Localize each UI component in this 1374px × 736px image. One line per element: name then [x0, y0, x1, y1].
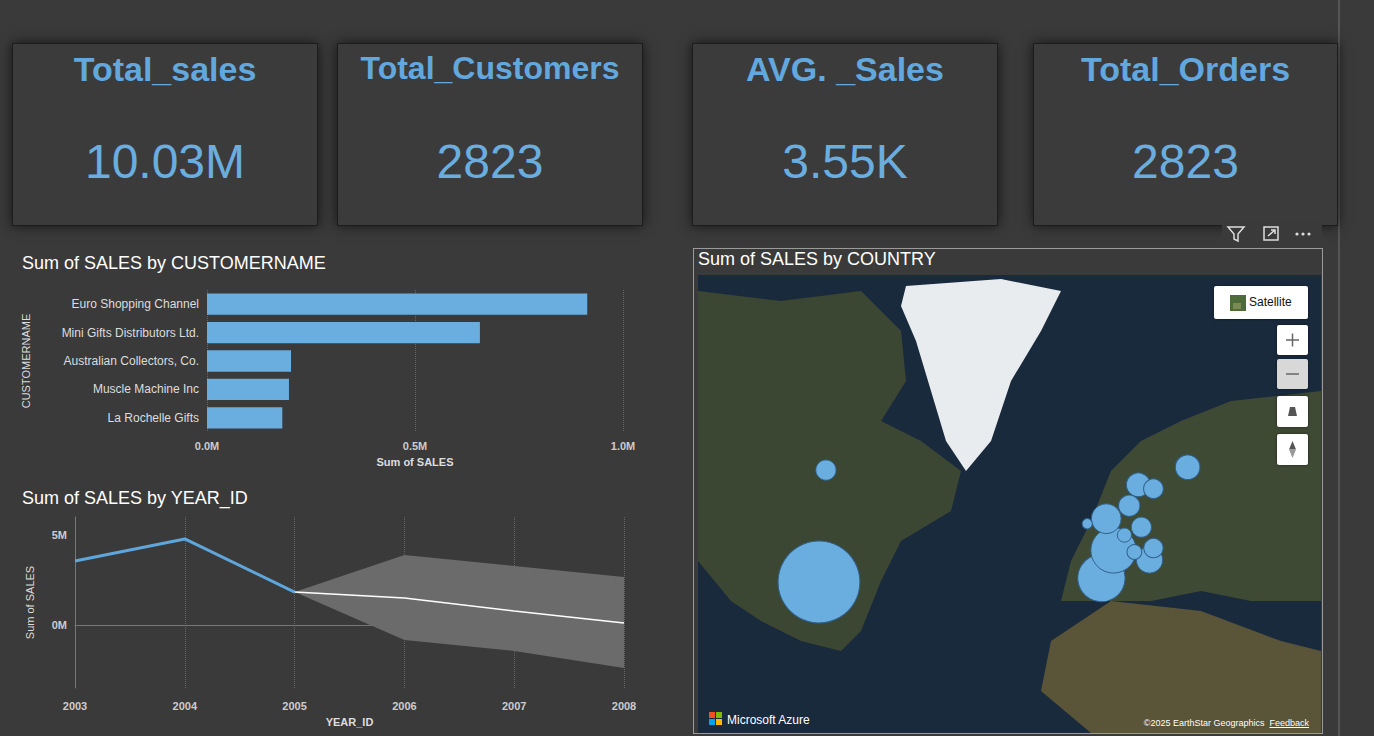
svg-text:CUSTOMERNAME: CUSTOMERNAME	[20, 314, 32, 409]
svg-text:2005: 2005	[282, 700, 306, 712]
svg-text:2003: 2003	[63, 700, 87, 712]
svg-text:Sum of SALES by CUSTOMERNAME: Sum of SALES by CUSTOMERNAME	[22, 253, 326, 273]
html-text:AVG. _Sales: AVG. _Sales	[746, 50, 944, 88]
svg-text:YEAR_ID: YEAR_ID	[326, 716, 374, 728]
svg-text:0M: 0M	[52, 619, 67, 631]
html-text:10.03M: 10.03M	[84, 135, 245, 188]
svg-text:Australian Collectors, Co.: Australian Collectors, Co.	[64, 354, 199, 368]
html-text:Total_Orders: Total_Orders	[1080, 50, 1290, 88]
html-text:Microsoft Azure: Microsoft Azure	[727, 713, 810, 727]
svg-text:2007: 2007	[502, 700, 526, 712]
html-text:Sum of SALES by COUNTRY: Sum of SALES by COUNTRY	[698, 249, 936, 269]
html-text:©2025 EarthStar Geographics: ©2025 EarthStar Geographics	[1143, 718, 1265, 728]
svg-text:Euro Shopping Channel: Euro Shopping Channel	[72, 297, 199, 311]
svg-text:2008: 2008	[612, 700, 636, 712]
svg-text:Muscle Machine Inc: Muscle Machine Inc	[93, 382, 199, 396]
html-text:Total_sales: Total_sales	[73, 50, 257, 88]
svg-text:0.0M: 0.0M	[195, 440, 219, 452]
svg-text:La Rochelle Gifts: La Rochelle Gifts	[108, 411, 199, 425]
html-text:2823: 2823	[1132, 135, 1239, 188]
html-text:Satellite: Satellite	[1249, 295, 1292, 309]
html-text:Feedback: Feedback	[1269, 718, 1309, 728]
html-text:2823: 2823	[436, 135, 544, 188]
svg-text:2006: 2006	[392, 700, 416, 712]
svg-text:5M: 5M	[52, 529, 67, 541]
svg-text:2004: 2004	[173, 700, 198, 712]
html-text:3.55K: 3.55K	[782, 135, 908, 188]
svg-text:Sum of SALES: Sum of SALES	[24, 566, 36, 639]
html-text:Total_Customers: Total_Customers	[360, 50, 620, 86]
svg-text:1.0M: 1.0M	[611, 440, 635, 452]
svg-text:Sum of SALES: Sum of SALES	[376, 456, 453, 468]
svg-text:Sum of SALES by YEAR_ID: Sum of SALES by YEAR_ID	[22, 488, 248, 509]
svg-text:Mini Gifts Distributors Ltd.: Mini Gifts Distributors Ltd.	[62, 326, 199, 340]
svg-text:0.5M: 0.5M	[403, 440, 427, 452]
